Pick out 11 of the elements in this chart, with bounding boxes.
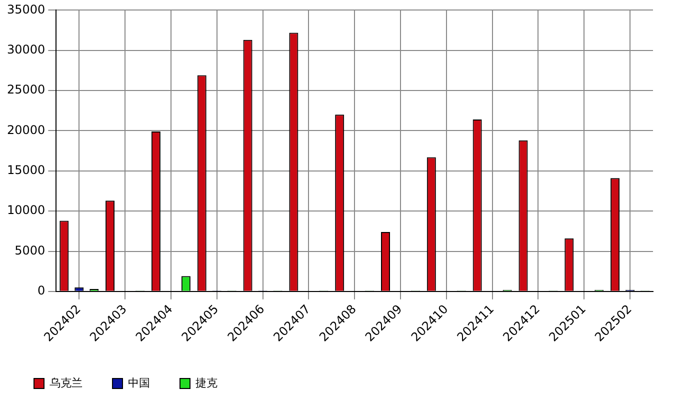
- y-tick-label: 5000: [14, 243, 46, 258]
- legend-label: 乌克兰: [50, 376, 82, 390]
- y-tick-label: 30000: [6, 42, 46, 56]
- y-tick-label: 0: [38, 284, 46, 298]
- y-tick-label: 15000: [6, 163, 46, 178]
- y-tick-label: 35000: [6, 2, 46, 16]
- y-tick-label: 25000: [6, 82, 46, 97]
- y-tick-label: 20000: [6, 122, 46, 137]
- legend-label: 中国: [128, 376, 150, 390]
- legend-label: 捷克: [196, 376, 218, 390]
- y-tick-label: 10000: [6, 203, 46, 218]
